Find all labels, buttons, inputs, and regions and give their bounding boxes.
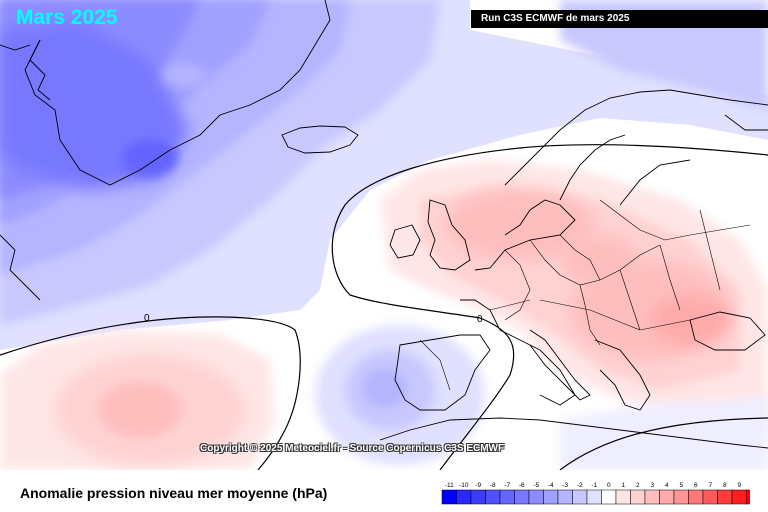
scandinavia-coast bbox=[504, 89, 768, 186]
legend-label: -4 bbox=[548, 482, 554, 489]
legend-swatch bbox=[528, 489, 544, 505]
greenland-coast bbox=[24, 0, 331, 186]
legend-label: 8 bbox=[723, 482, 727, 489]
legend-label: 7 bbox=[708, 482, 712, 489]
zero-contour-lines bbox=[0, 144, 768, 470]
legend-swatch bbox=[644, 489, 660, 505]
iceland-coast bbox=[281, 125, 359, 154]
legend-swatch bbox=[543, 489, 559, 505]
legend-label: -3 bbox=[562, 482, 568, 489]
legend-label: 2 bbox=[636, 482, 640, 489]
legend-swatch bbox=[499, 489, 515, 505]
legend-label: -2 bbox=[577, 482, 583, 489]
legend-swatch bbox=[630, 489, 646, 505]
iberia-coast bbox=[394, 334, 491, 411]
coastlines bbox=[0, 0, 768, 449]
anomaly-field bbox=[0, 0, 768, 470]
pressure-anomaly-map: 0 0 bbox=[0, 0, 768, 470]
run-label: Run C3S ECMWF de mars 2025 bbox=[471, 10, 768, 28]
legend-label: -6 bbox=[519, 482, 525, 489]
legend-swatch bbox=[702, 489, 718, 505]
map-caption: Anomalie pression niveau mer moyenne (hP… bbox=[20, 485, 328, 501]
legend-swatch bbox=[731, 489, 747, 505]
country-borders bbox=[419, 199, 751, 391]
legend-label: -10 bbox=[459, 482, 469, 489]
north-africa-coast bbox=[379, 417, 768, 449]
legend-swatch bbox=[688, 489, 704, 505]
legend-label: -8 bbox=[490, 482, 496, 489]
legend-label: 9 bbox=[737, 482, 741, 489]
legend-label: -5 bbox=[533, 482, 539, 489]
legend-swatch bbox=[659, 489, 675, 505]
legend-label: 0 bbox=[607, 482, 611, 489]
legend-label: -7 bbox=[504, 482, 510, 489]
europe-west-coast bbox=[474, 199, 576, 271]
legend-swatch bbox=[470, 489, 486, 505]
legend-label: 4 bbox=[665, 482, 669, 489]
legend-swatch bbox=[586, 489, 602, 505]
legend-swatch bbox=[572, 489, 588, 505]
copyright-notice: Copyright © 2025 Meteociel.fr - Source C… bbox=[200, 443, 505, 454]
legend-label: 3 bbox=[650, 482, 654, 489]
legend-label: -11 bbox=[445, 482, 454, 489]
legend-swatch bbox=[673, 489, 689, 505]
legend-label: -9 bbox=[475, 482, 481, 489]
italy-coast bbox=[529, 329, 591, 401]
legend-swatch bbox=[601, 489, 617, 505]
legend-swatch bbox=[456, 489, 472, 505]
legend-label: 1 bbox=[621, 482, 625, 489]
legend-swatch bbox=[746, 489, 750, 505]
legend-swatch bbox=[441, 489, 457, 505]
legend-label: 6 bbox=[694, 482, 698, 489]
bottom-panel: Anomalie pression niveau mer moyenne (hP… bbox=[0, 470, 768, 512]
legend-swatch bbox=[717, 489, 733, 505]
british-isles-coast bbox=[427, 199, 471, 271]
contour-label: 0 bbox=[144, 313, 150, 324]
legend-label: -1 bbox=[591, 482, 597, 489]
legend-swatch bbox=[514, 489, 530, 505]
map-title: Mars 2025 bbox=[16, 6, 118, 29]
legend-swatch bbox=[615, 489, 631, 505]
contour-label-europe: 0 bbox=[477, 314, 483, 325]
color-legend: -11-10-9-8-7-6-5-4-3-2-1012345678910 bbox=[441, 482, 750, 505]
legend-swatch bbox=[557, 489, 573, 505]
legend-label: 5 bbox=[679, 482, 683, 489]
legend-swatch bbox=[485, 489, 501, 505]
